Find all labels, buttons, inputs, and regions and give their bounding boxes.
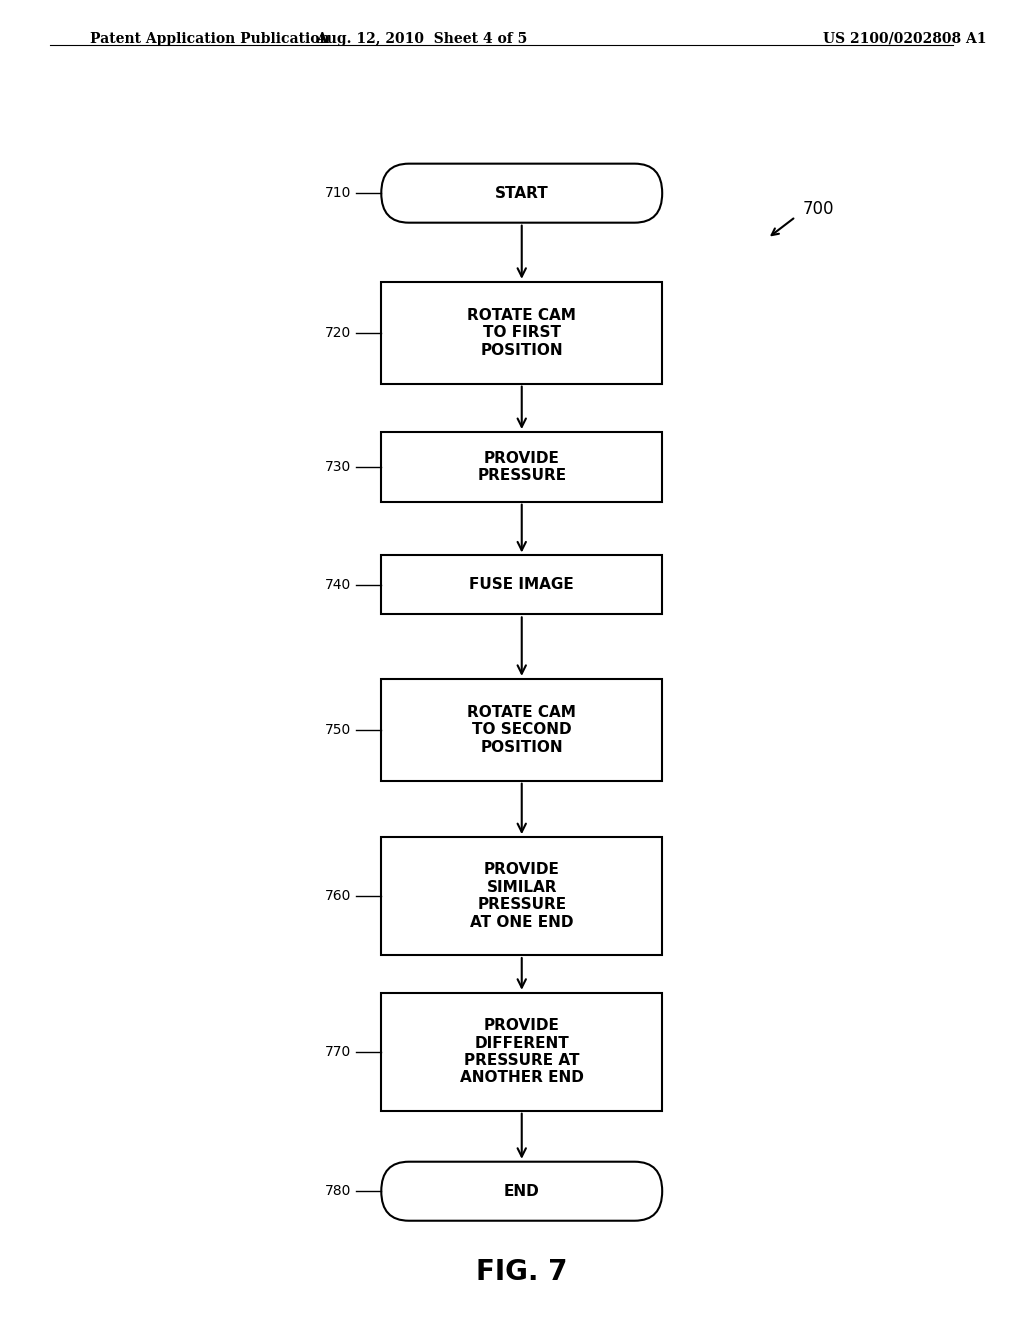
Text: 700: 700 — [803, 201, 835, 218]
Text: END: END — [504, 1184, 540, 1199]
Text: FUSE IMAGE: FUSE IMAGE — [469, 577, 574, 593]
Bar — [381, 837, 663, 956]
Bar — [381, 993, 663, 1110]
Text: 720: 720 — [325, 326, 351, 339]
Text: ROTATE CAM
TO SECOND
POSITION: ROTATE CAM TO SECOND POSITION — [467, 705, 577, 755]
Text: Aug. 12, 2010  Sheet 4 of 5: Aug. 12, 2010 Sheet 4 of 5 — [315, 32, 527, 46]
Text: Patent Application Publication: Patent Application Publication — [90, 32, 330, 46]
Bar — [381, 678, 663, 780]
Text: ROTATE CAM
TO FIRST
POSITION: ROTATE CAM TO FIRST POSITION — [467, 308, 577, 358]
Text: PROVIDE
DIFFERENT
PRESSURE AT
ANOTHER END: PROVIDE DIFFERENT PRESSURE AT ANOTHER EN… — [460, 1018, 584, 1085]
Text: 740: 740 — [325, 578, 351, 591]
Text: 760: 760 — [325, 890, 351, 903]
Text: 780: 780 — [325, 1184, 351, 1199]
Bar — [381, 281, 663, 384]
Text: FIG. 7: FIG. 7 — [476, 1258, 567, 1286]
Bar — [381, 432, 663, 502]
Text: PROVIDE
PRESSURE: PROVIDE PRESSURE — [477, 450, 566, 483]
Text: 770: 770 — [325, 1044, 351, 1059]
FancyBboxPatch shape — [381, 164, 663, 223]
Text: US 2100/0202808 A1: US 2100/0202808 A1 — [822, 32, 986, 46]
Text: 730: 730 — [325, 459, 351, 474]
Bar — [381, 556, 663, 614]
Text: START: START — [495, 186, 549, 201]
Text: 710: 710 — [325, 186, 351, 201]
Text: PROVIDE
SIMILAR
PRESSURE
AT ONE END: PROVIDE SIMILAR PRESSURE AT ONE END — [470, 862, 573, 929]
FancyBboxPatch shape — [381, 1162, 663, 1221]
Text: 750: 750 — [325, 723, 351, 737]
